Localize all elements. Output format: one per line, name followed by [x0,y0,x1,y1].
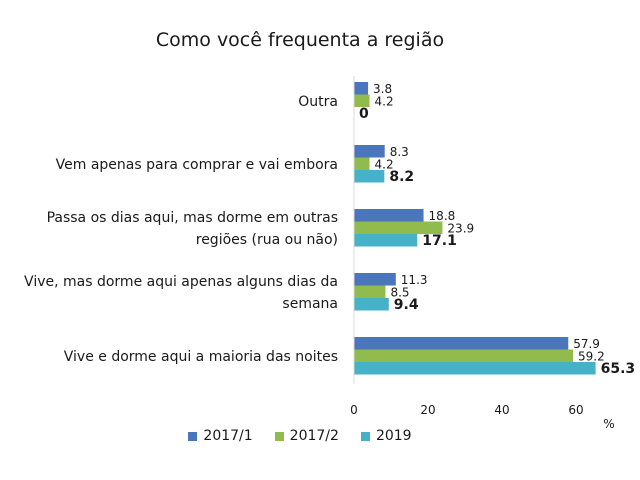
bar [354,170,385,183]
category-label: Passa os dias aqui, mas dorme em outras [47,210,338,226]
chart-title: Como você frequenta a região [155,29,445,51]
legend-label: 2017/1 [203,428,253,444]
data-label: 59.2 [578,350,605,364]
bar [354,82,369,95]
category-label: semana [282,296,338,312]
legend-label: 2019 [375,428,412,444]
x-axis-label: % [603,417,614,431]
data-label: 4.2 [375,95,394,109]
data-label: 18.8 [429,209,456,223]
bar [354,145,385,158]
category-label: Outra [298,94,338,110]
category-label: regiões (rua ou não) [196,232,338,248]
data-label: 9.4 [394,297,419,313]
category-label: Vive e dorme aqui a maioria das noites [64,349,338,365]
data-label: 65.3 [601,361,636,377]
bar [354,349,574,362]
bar [354,209,424,222]
x-tick-label: 0 [350,403,358,417]
legend-swatch [188,431,198,441]
bar [354,221,443,234]
bar [354,298,389,311]
plot-area: Outra Vem apenas para comprar e vai embor… [24,76,636,431]
legend-item: 2017/2 [274,428,339,444]
legend-label: 2017/2 [289,428,339,444]
x-tick-label: 20 [420,403,435,417]
data-label: 57.9 [573,337,600,351]
data-label: 8.5 [390,286,409,300]
data-label: 11.3 [401,273,428,287]
legend-swatch [274,431,284,441]
bar [354,157,370,170]
data-label: 8.2 [389,169,414,185]
bar [354,362,596,375]
bar [354,285,386,298]
data-label: 17.1 [422,233,457,249]
legend: 2017/1 2017/2 2019 [0,428,600,444]
legend-swatch [360,431,370,441]
data-label: 23.9 [447,222,474,236]
data-label: 8.3 [390,145,409,159]
category-label: Vem apenas para comprar e vai embora [56,157,338,173]
data-label: 3.8 [373,82,392,96]
data-label: 4.2 [375,158,394,172]
bar [354,273,396,286]
bar [354,94,370,107]
legend-item: 2019 [360,428,412,444]
legend-item: 2017/1 [188,428,253,444]
x-tick-label: 40 [494,403,509,417]
bar [354,337,569,350]
category-label: Vive, mas dorme aqui apenas alguns dias … [24,274,338,290]
x-tick-label: 60 [568,403,583,417]
bar [354,234,418,247]
data-label: 0 [359,106,369,122]
